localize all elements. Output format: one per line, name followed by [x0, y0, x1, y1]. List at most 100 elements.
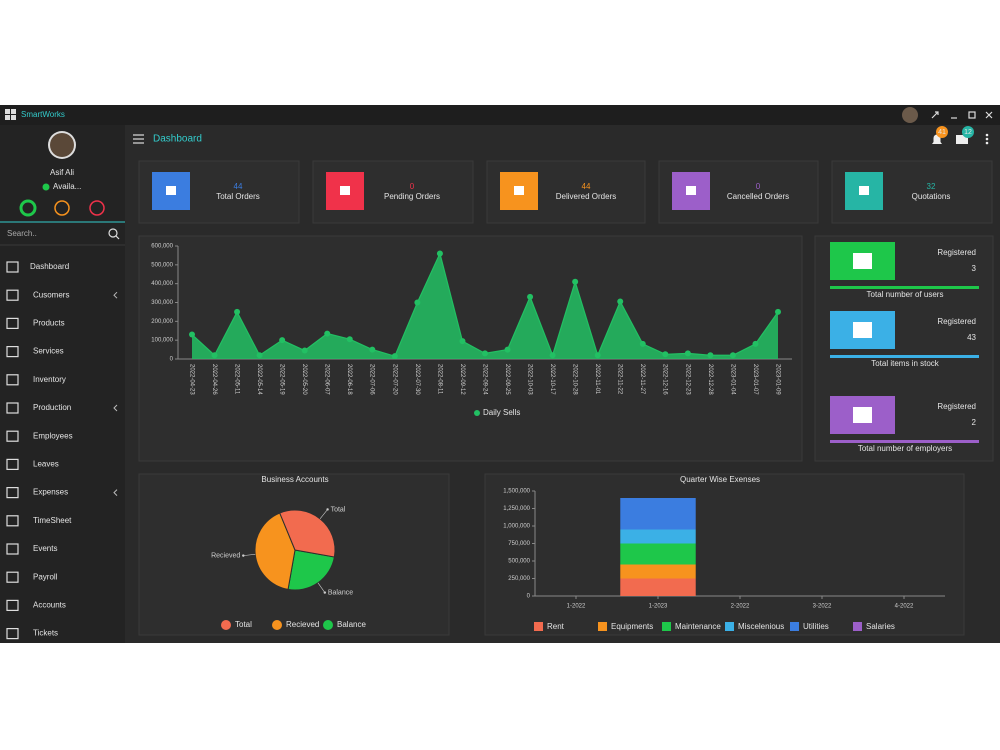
app-logo	[5, 109, 16, 120]
summary-bar	[830, 355, 979, 358]
y-tick-label: 250,000	[508, 576, 530, 582]
nav-icon	[6, 543, 19, 555]
x-tick-label: 2022-06-18	[346, 364, 352, 395]
x-tick-label: 2023-01-09	[774, 364, 780, 395]
data-point	[549, 352, 556, 359]
nav-icon	[6, 627, 19, 640]
nav-icon	[6, 374, 19, 386]
data-point	[369, 346, 376, 353]
title-bar	[0, 105, 1000, 125]
title-avatar[interactable]	[902, 107, 918, 123]
nav-item[interactable]: Products	[33, 319, 65, 328]
status-dot	[42, 183, 50, 191]
bar-segment	[620, 564, 696, 579]
summary-label: Registered	[937, 402, 976, 411]
nav-chevron	[113, 489, 118, 496]
mail-icon[interactable]	[956, 135, 968, 144]
notification-badge	[936, 126, 948, 138]
nav-item[interactable]: Production	[33, 403, 71, 412]
summary-glyph	[853, 407, 872, 423]
data-point	[301, 347, 308, 354]
data-point	[346, 336, 353, 343]
x-tick-label: 2022-06-07	[324, 364, 330, 395]
legend-label: Utilities	[803, 622, 829, 631]
stat-value: 0	[410, 182, 415, 191]
stat-label: Total Orders	[216, 192, 260, 201]
user-status: Availa...	[53, 182, 81, 191]
nav-item[interactable]: Tickets	[33, 629, 58, 638]
notification-count: 41	[938, 129, 946, 136]
stat-label: Quotations	[912, 192, 951, 201]
x-tick-label: 2022-11-22	[617, 364, 623, 395]
y-tick-label: 500,000	[508, 559, 530, 565]
x-tick-label: 2022-04-23	[188, 364, 194, 395]
search-icon[interactable]	[108, 228, 120, 240]
x-tick-label: 2022-09-25	[504, 364, 510, 395]
y-tick-label: 300,000	[151, 300, 173, 306]
summary-caption: Total number of employers	[858, 444, 952, 453]
user-name: Asif Ali	[50, 168, 74, 177]
pie-leader-dot	[326, 508, 329, 511]
pie-slice	[279, 509, 336, 558]
nav-icon	[6, 317, 19, 329]
stat-value: 44	[234, 182, 243, 191]
summary-caption: Total number of users	[867, 290, 944, 299]
y-tick-label: 0	[527, 594, 531, 600]
nav-item[interactable]: Payroll	[33, 572, 58, 581]
x-tick-label: 1-2022	[567, 604, 586, 610]
summary-glyph	[853, 253, 872, 269]
data-point	[572, 278, 579, 285]
y-tick-label: 200,000	[151, 319, 173, 325]
nav-item[interactable]: Services	[33, 347, 64, 356]
nav-item[interactable]: TimeSheet	[33, 516, 72, 525]
nav-item[interactable]: Events	[33, 544, 57, 553]
search-input[interactable]: Search..	[7, 229, 37, 238]
nav-item[interactable]: Accounts	[33, 601, 66, 610]
legend-label: Equipments	[611, 622, 653, 631]
summary-glyph	[853, 322, 872, 338]
x-tick-label: 2022-05-11	[233, 364, 239, 395]
nav-icon	[6, 515, 19, 527]
x-tick-label: 2022-10-03	[526, 364, 532, 395]
bar-segment	[620, 529, 696, 544]
stat-glyph	[859, 186, 869, 195]
page-title: Dashboard	[153, 134, 202, 145]
nav-item[interactable]: Inventory	[33, 375, 66, 384]
data-point	[729, 352, 736, 359]
nav-item[interactable]: Leaves	[33, 460, 59, 469]
legend-label: Daily Sells	[483, 408, 520, 417]
menu-button[interactable]	[133, 134, 144, 144]
data-point	[639, 340, 646, 347]
data-point	[324, 330, 331, 337]
bar-segment	[620, 498, 696, 530]
y-tick-label: 500,000	[151, 262, 173, 268]
nav-item[interactable]: Dashboard	[30, 262, 69, 271]
legend-marker	[323, 620, 333, 630]
nav-icon	[6, 346, 19, 358]
more-menu[interactable]	[985, 133, 989, 145]
data-point	[189, 331, 195, 338]
y-tick-label: 1,500,000	[503, 489, 530, 495]
legend-label: Total	[235, 620, 252, 629]
status-available[interactable]	[19, 199, 37, 217]
y-tick-label: 0	[170, 357, 174, 363]
nav-item[interactable]: Employees	[33, 431, 73, 440]
status-away[interactable]	[54, 200, 70, 216]
stat-value: 44	[582, 182, 591, 191]
pie-slice	[287, 549, 335, 591]
bar-segment	[620, 543, 696, 565]
status-busy[interactable]	[89, 200, 105, 216]
window-controls[interactable]	[931, 111, 993, 119]
stat-value: 0	[756, 182, 761, 191]
nav-item[interactable]: Expenses	[33, 488, 68, 497]
legend-marker	[474, 410, 480, 416]
x-tick-label: 2022-05-19	[279, 364, 285, 395]
pie-leader	[243, 554, 256, 556]
nav-icon	[6, 402, 19, 414]
legend-marker	[221, 620, 231, 630]
nav-item[interactable]: Cusomers	[33, 290, 69, 299]
x-tick-label: 2023-01-07	[752, 364, 758, 395]
data-point	[279, 337, 286, 344]
x-tick-label: 2022-08-11	[436, 364, 442, 395]
stat-value: 32	[927, 182, 936, 191]
